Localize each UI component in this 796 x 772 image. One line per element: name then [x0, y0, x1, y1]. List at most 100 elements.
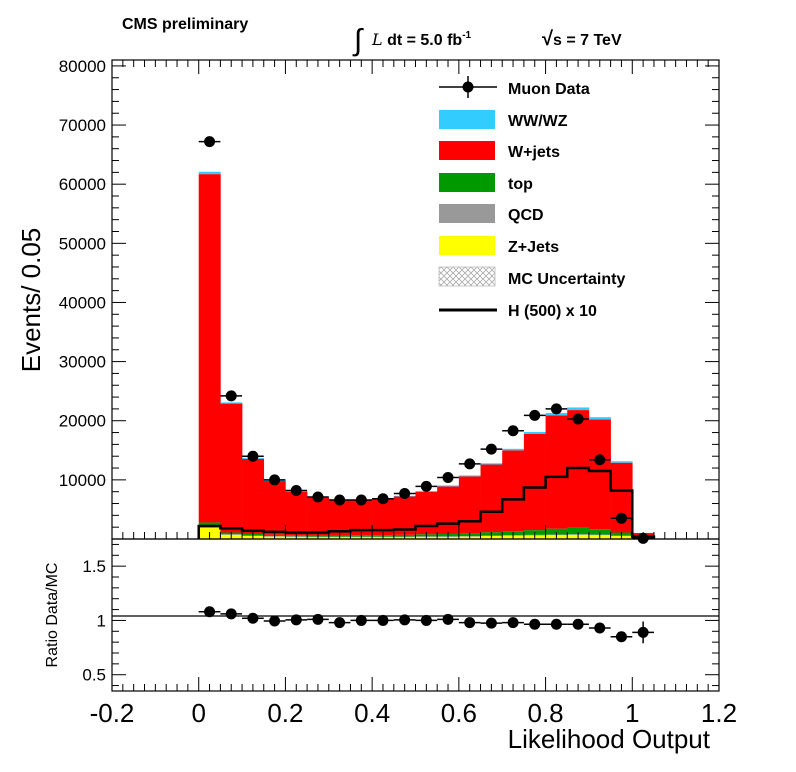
bar-top-17 — [567, 527, 590, 535]
ratio-point-2 — [247, 612, 259, 624]
xtick-label-6: 1 — [625, 698, 639, 728]
legend-label-w-jets: W+jets — [508, 144, 560, 161]
main-y-axis: 10000 20000 30000 40000 50000 60000 70000 80000 — [59, 57, 719, 528]
legend-label-top: top — [508, 176, 533, 193]
data-point-12 — [464, 458, 476, 470]
data-point-1 — [225, 390, 237, 402]
data-point-19 — [615, 512, 627, 524]
ratio-point-20 — [637, 626, 649, 638]
ratio-point-15 — [529, 618, 541, 630]
ratio-panel: 0.5 1 1.5 -0.2 0 0.2 0.4 0.6 0.8 1 1.2 Ratio Data… — [44, 60, 737, 754]
energy-label: √s = 7 TeV — [542, 28, 622, 50]
legend-swatch-qcd — [439, 204, 495, 223]
x-axis: -0.2 0 0.2 0.4 0.6 0.8 1 1.2 — [90, 60, 737, 728]
bar-ww_wz-1 — [220, 402, 243, 404]
main-y-label: Events/ 0.05 — [16, 228, 46, 373]
ratio-point-9 — [399, 614, 411, 626]
bar-top-16 — [545, 528, 568, 535]
bar-top-0 — [198, 522, 221, 527]
bar-w_jets-18 — [588, 419, 611, 530]
ratio-point-10 — [420, 614, 432, 626]
ratio-ytick-label-1: 1 — [97, 611, 106, 630]
legend-swatch-ww-wz — [439, 110, 495, 129]
legend-swatch-w-jets — [439, 141, 495, 160]
ratio-frame — [111, 538, 720, 692]
energy-text: s = 7 TeV — [553, 32, 622, 49]
ratio-point-4 — [290, 614, 302, 626]
legend-swatch-mc-uncertainty — [438, 266, 496, 287]
legend-label-data: Muon Data — [508, 81, 590, 98]
experiment-label: CMS preliminary — [122, 16, 248, 33]
ratio-point-8 — [377, 614, 389, 626]
ratio-point-19 — [615, 631, 627, 643]
main-ytick-label-4: 50000 — [59, 234, 106, 253]
data-point-4 — [290, 485, 302, 497]
bar-ww_wz-19 — [610, 461, 633, 463]
legend-label-mc-uncertainty: MC Uncertainty — [508, 271, 625, 288]
ratio-y-axis: 0.5 1 1.5 — [82, 543, 719, 687]
bar-ww_wz-18 — [588, 417, 611, 420]
ratio-point-16 — [550, 618, 562, 630]
ratio-point-0 — [204, 606, 216, 618]
ratio-point-11 — [442, 613, 454, 625]
bar-w_jets-0 — [198, 174, 221, 523]
main-ytick-label-6: 70000 — [59, 116, 106, 135]
bar-w_jets-19 — [610, 462, 633, 533]
bar-w_jets-11 — [437, 486, 460, 534]
bar-w_jets-6 — [328, 499, 351, 536]
lumi-text: dt = 5.0 fb — [383, 32, 463, 49]
legend-label-z-jets: Z+Jets — [508, 239, 559, 256]
data-point-10 — [420, 480, 432, 492]
bar-w_jets-12 — [458, 476, 481, 534]
ratio-point-17 — [572, 618, 584, 630]
xtick-label-1: 0 — [191, 698, 205, 728]
data-point-17 — [572, 413, 584, 425]
legend: Muon Data WW/WZ W+jets top QCD Z+Jets MC… — [438, 76, 625, 320]
data-point-9 — [399, 487, 411, 499]
legend-data-marker — [462, 81, 474, 93]
signal-histogram — [197, 466, 656, 539]
legend-swatch-top — [439, 173, 495, 192]
main-ytick-label-1: 20000 — [59, 412, 106, 431]
xtick-label-2: 0.2 — [267, 698, 303, 728]
ratio-ytick-label-0: 0.5 — [82, 666, 106, 685]
data-point-16 — [550, 403, 562, 415]
integral-sign: ∫ — [352, 24, 364, 57]
bar-w_jets-3 — [263, 481, 286, 535]
bar-w_jets-8 — [372, 499, 395, 536]
main-ytick-label-2: 30000 — [59, 353, 106, 372]
legend-swatch-z-jets — [439, 236, 495, 255]
bar-ww_wz-12 — [458, 475, 481, 477]
bar-w_jets-2 — [242, 458, 265, 534]
legend-label-signal: H (500) x 10 — [508, 303, 597, 320]
bar-w_jets-14 — [502, 450, 525, 532]
bar-ww_wz-0 — [198, 171, 221, 175]
legend-label-ww-wz: WW/WZ — [508, 113, 568, 130]
ratio-point-13 — [485, 617, 497, 629]
bar-w_jets-7 — [350, 499, 373, 536]
ratio-point-5 — [312, 613, 324, 625]
bar-ww_wz-15 — [523, 431, 546, 434]
main-panel: 10000 20000 30000 40000 50000 60000 70000 80000… — [16, 57, 720, 544]
x-axis-label: Likelihood Output — [508, 724, 711, 754]
bar-w_jets-13 — [480, 464, 503, 533]
lumi-symbol: L — [371, 30, 383, 49]
bar-top-18 — [588, 529, 611, 535]
xtick-label-3: 0.4 — [354, 698, 390, 728]
ratio-point-6 — [334, 617, 346, 629]
bar-ww_wz-13 — [480, 463, 503, 465]
ratio-point-3 — [269, 615, 281, 627]
main-ytick-label-0: 10000 — [59, 471, 106, 490]
data-point-18 — [594, 454, 606, 466]
bar-w_jets-9 — [393, 496, 416, 535]
signal-line — [197, 466, 656, 539]
ratio-point-18 — [594, 622, 606, 634]
bar-ww_wz-11 — [437, 485, 460, 487]
ratio-points — [198, 606, 654, 644]
data-point-14 — [507, 425, 519, 437]
bar-w_jets-10 — [415, 491, 438, 535]
bar-w_jets-15 — [523, 433, 546, 531]
ratio-point-14 — [507, 617, 519, 629]
bar-w_jets-4 — [285, 491, 308, 536]
